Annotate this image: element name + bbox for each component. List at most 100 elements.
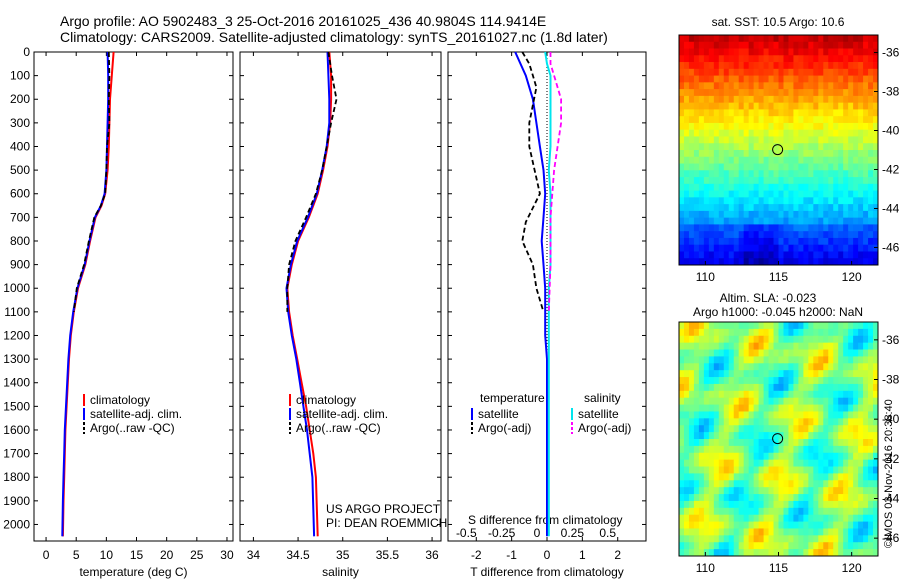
map-cell (868, 68, 874, 76)
map-cell (868, 258, 874, 266)
map-cell (798, 55, 804, 63)
map-cell (853, 356, 859, 364)
map-cell (833, 231, 839, 239)
map-cell (688, 452, 695, 461)
map-cell (763, 473, 769, 481)
map-cell (708, 397, 715, 405)
map-cell (738, 494, 745, 502)
argo-location-marker (772, 144, 784, 156)
map-cell (733, 109, 740, 117)
map-cell (718, 109, 725, 117)
map-cell (753, 224, 760, 232)
map-cell (713, 48, 720, 56)
map-cell (798, 190, 804, 198)
map-cell (773, 95, 779, 104)
map-cell (708, 170, 715, 178)
map-cell (793, 170, 799, 178)
map-cell (693, 143, 700, 151)
map-cell (853, 183, 859, 191)
map-cell (848, 342, 854, 350)
map-cell (688, 55, 695, 63)
map-cell (778, 177, 784, 185)
map-cell (818, 349, 824, 357)
map-cell (693, 411, 700, 419)
map-cell (768, 390, 774, 399)
map-cell (828, 439, 834, 447)
map-cell (743, 55, 750, 63)
map-cell (828, 204, 834, 212)
map-cell (863, 183, 869, 191)
map-cell (718, 68, 725, 76)
map-cell (703, 68, 710, 76)
map-cell (788, 244, 794, 252)
map-cell (713, 55, 720, 63)
map-cell (718, 322, 725, 330)
map-cell (853, 177, 859, 185)
map-cell (858, 480, 864, 488)
map-cell (803, 231, 809, 239)
map-cell (723, 404, 730, 412)
map-cell (848, 129, 854, 137)
map-cell (833, 55, 839, 63)
map-cell (773, 204, 779, 212)
map-cell (683, 390, 690, 399)
map-cell (813, 183, 819, 191)
map-cell (708, 404, 715, 412)
map-cell (758, 163, 764, 171)
salinity-panel: 34 34.5 35 35.5 36salinityclimatologysatelli… (239, 51, 447, 579)
map-cell (718, 411, 725, 419)
map-cell (703, 322, 710, 330)
map-cell (863, 397, 869, 405)
map-cell (753, 549, 760, 557)
map-cell (703, 41, 710, 49)
map-cell (813, 459, 819, 467)
map-cell (778, 445, 784, 454)
map-cell (808, 418, 814, 426)
map-cell (748, 383, 755, 392)
map-cell (698, 35, 705, 43)
map-cell (679, 514, 685, 522)
map-cell (783, 390, 789, 399)
map-cell (763, 342, 769, 350)
map-cell (773, 89, 779, 97)
map-cell (733, 82, 740, 90)
map-cell (858, 349, 864, 357)
map-cell (813, 190, 819, 198)
map-cell (838, 129, 844, 137)
map-cell (843, 370, 849, 378)
map-cell (863, 116, 869, 124)
map-cell (723, 62, 730, 70)
map-cell (718, 363, 725, 371)
map-cell (743, 521, 750, 529)
map-cell (738, 41, 745, 49)
map-cell (763, 231, 769, 239)
map-cell (733, 68, 740, 76)
map-cell (683, 535, 690, 543)
map-cell (788, 89, 794, 97)
map-cell (773, 258, 779, 266)
map-cell (708, 143, 715, 151)
map-cell (828, 528, 834, 536)
map-cell (748, 390, 755, 399)
map-cell (708, 521, 715, 529)
map-cell (708, 204, 715, 212)
map-cell (713, 102, 720, 110)
map-cell (813, 102, 819, 110)
map-cell (773, 197, 779, 205)
map-cell (748, 404, 755, 412)
map-cell (828, 68, 834, 76)
map-cell (758, 150, 764, 158)
map-cell (793, 356, 799, 364)
map-cell (798, 244, 804, 252)
map-cell (778, 507, 784, 516)
map-cell (778, 190, 784, 198)
map-cell (733, 197, 740, 205)
map-cell (853, 411, 859, 419)
y-tick-label: 800 (10, 234, 30, 248)
map-cell (808, 459, 814, 467)
map-cell (703, 170, 710, 178)
map-cell (808, 48, 814, 56)
map-cell (823, 204, 829, 212)
map-cell (808, 156, 814, 164)
map-cell (703, 258, 710, 266)
